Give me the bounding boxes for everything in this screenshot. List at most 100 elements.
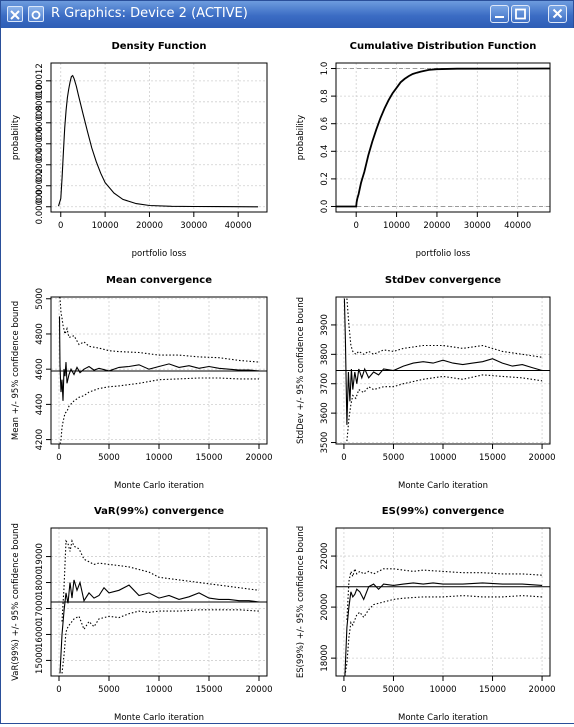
- chart-1-y-tick-label: 0.00002: [35, 168, 45, 203]
- chart-3-y-tick-label: 4400: [35, 394, 45, 416]
- chart-6-series-estimate: [344, 582, 543, 676]
- chart-2-title: Cumulative Distribution Function: [350, 41, 537, 52]
- chart-4-x-tick-label: 20000: [529, 453, 556, 463]
- minimize-icon: [495, 16, 504, 18]
- chart-4-y-tick-label: 3700: [320, 373, 330, 395]
- chart-5-series-lower-bound: [61, 609, 260, 674]
- chart-1-y-tick-label: 0.00006: [35, 126, 45, 161]
- chart-4-x-tick-label: 5000: [383, 453, 405, 463]
- close-icon: [552, 8, 563, 19]
- chart-1-frame: [50, 62, 268, 213]
- chart-3-y-tick-label: 5000: [35, 288, 45, 310]
- chart-2-series-line: [336, 67, 550, 208]
- title-bar[interactable]: R Graphics: Device 2 (ACTIVE): [1, 1, 573, 28]
- chart-3-x-tick-label: 10000: [145, 453, 172, 463]
- chart-6-x-axis-label: Monte Carlo iteration: [398, 713, 488, 723]
- chart-5-x-tick-label: 0: [56, 685, 61, 695]
- chart-5-x-tick-label: 5000: [98, 685, 120, 695]
- chart-5-y-axis-label: VaR(99%) +/- 95% confidence bound: [11, 523, 21, 681]
- chart-4-y-tick-label: 3900: [320, 314, 330, 336]
- chart-1-x-tick-label: 10000: [92, 221, 119, 231]
- chart-3-x-tick-label: 20000: [245, 453, 272, 463]
- chart-1-x-tick-label: 40000: [225, 221, 252, 231]
- chart-4-y-axis-label: StdDev +/- 95% confidence bound: [296, 297, 306, 444]
- chart-1-y-tick-label: 0.00012: [35, 63, 45, 98]
- chart-5-x-axis-label: Monte Carlo iteration: [114, 713, 204, 723]
- chart-2-y-tick-label: 0.4: [320, 145, 330, 159]
- chart-2-x-tick-label: 20000: [423, 221, 450, 231]
- chart-6-series-upper-bound: [346, 567, 543, 620]
- chart-4-series-upper-bound: [346, 298, 543, 358]
- chart-6-y-tick-label: 20000: [320, 594, 330, 621]
- chart-4-y-tick-label: 3600: [320, 402, 330, 424]
- chart-4-x-tick-label: 0: [341, 453, 346, 463]
- chart-2-x-tick-label: 10000: [383, 221, 410, 231]
- chart-5-y-tick-label: 17000: [35, 595, 45, 622]
- chart-4-x-axis-label: Monte Carlo iteration: [398, 481, 488, 491]
- chart-1-y-tick-label: 0.00000: [35, 189, 45, 224]
- chart-1-y-tick-label: 0.00008: [35, 105, 45, 140]
- chart-2-x-tick-label: 40000: [504, 221, 531, 231]
- chart-2-y-tick-label: 1.0: [320, 62, 330, 76]
- chart-1-x-tick-label: 30000: [180, 221, 207, 231]
- chart-1-title: Density Function: [111, 41, 206, 52]
- chart-4-title: StdDev convergence: [385, 275, 501, 286]
- chart-3-y-tick-label: 4800: [35, 323, 45, 345]
- chart-6-y-tick-label: 22000: [320, 543, 330, 570]
- chart-5-x-tick-label: 10000: [145, 685, 172, 695]
- maximize-button[interactable]: [511, 5, 530, 23]
- chart-1-y-tick-label: 0.00004: [35, 147, 45, 182]
- chart-6-x-tick-label: 20000: [529, 685, 556, 695]
- chart-6-y-tick-label: 18000: [320, 645, 330, 672]
- plot-area: 0 10000 20000 30000 40000 0.00000 0.00002 0.000…: [2, 28, 574, 723]
- chart-3-x-axis-label: Monte Carlo iteration: [114, 481, 204, 491]
- chart-5-series-estimate: [59, 579, 260, 674]
- chart-2-y-tick-label: 0.2: [320, 172, 330, 186]
- chart-5-y-tick-label: 16000: [35, 621, 45, 648]
- chart-6-series-lower-bound: [344, 595, 543, 676]
- sticky-pin-icon[interactable]: [28, 6, 44, 22]
- chart-1-y-tick-label: 0.00010: [35, 84, 45, 119]
- chart-6-y-axis-label: ES(99%) +/- 95% confidence bound: [296, 526, 306, 678]
- chart-1-x-tick-label: 20000: [136, 221, 163, 231]
- chart-3-y-tick-label: 4600: [35, 358, 45, 380]
- chart-4-series-lower-bound: [346, 374, 543, 442]
- minimize-button[interactable]: [490, 5, 509, 23]
- chart-5-title: VaR(99%) convergence: [94, 506, 224, 517]
- chart-3-series-upper-bound: [59, 297, 260, 363]
- chart-5-y-tick-label: 15000: [35, 647, 45, 674]
- close-button[interactable]: [548, 5, 567, 23]
- chart-6-title: ES(99%) convergence: [382, 506, 505, 517]
- chart-4-x-tick-label: 10000: [429, 453, 456, 463]
- chart-3-y-axis-label: Mean +/- 95% confidence bound: [11, 301, 21, 440]
- chart-5-y-tick-label: 18000: [35, 569, 45, 596]
- maximize-icon: [515, 8, 526, 20]
- window-title: R Graphics: Device 2 (ACTIVE): [51, 6, 248, 21]
- chart-4-y-tick-label: 3500: [320, 432, 330, 454]
- chart-3-title: Mean convergence: [106, 275, 212, 286]
- chart-3-series-estimate: [58, 316, 260, 401]
- chart-6-x-tick-label: 10000: [429, 685, 456, 695]
- charts-svg: 0 10000 20000 30000 400000.000000.000020.000…: [11, 41, 556, 723]
- chart-2-y-axis-label: probability: [296, 115, 306, 160]
- chart-4-x-tick-label: 15000: [479, 453, 506, 463]
- chart-3-series-lower-bound: [59, 377, 259, 444]
- chart-5-x-tick-label: 15000: [195, 685, 222, 695]
- chart-5-y-tick-label: 19000: [35, 543, 45, 570]
- chart-4-series-estimate: [343, 298, 543, 425]
- chart-4-y-tick-label: 3800: [320, 344, 330, 366]
- chart-6-x-tick-label: 15000: [479, 685, 506, 695]
- chart-1-series-line: [57, 74, 259, 208]
- chart-1-x-tick-label: 0: [58, 221, 63, 231]
- chart-2-frame: [335, 62, 551, 213]
- chart-2-y-tick-label: 0.6: [320, 117, 330, 131]
- chart-3-x-tick-label: 0: [56, 453, 61, 463]
- chart-6-x-tick-label: 5000: [383, 685, 405, 695]
- chart-2-y-tick-label: 0.8: [320, 89, 330, 103]
- chart-2-x-tick-label: 30000: [464, 221, 491, 231]
- chart-5-x-tick-label: 20000: [245, 685, 272, 695]
- chart-2-y-tick-label: 0.0: [320, 200, 330, 214]
- window-menu-close-icon[interactable]: [7, 6, 23, 22]
- chart-3-x-tick-label: 5000: [98, 453, 120, 463]
